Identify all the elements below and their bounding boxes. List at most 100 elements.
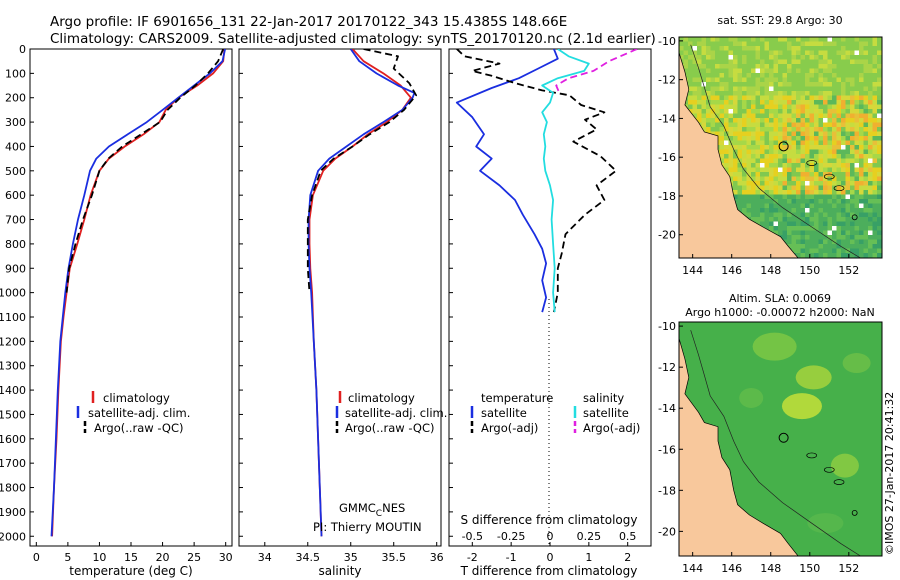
sst-cell	[845, 68, 851, 74]
sst-cell	[728, 64, 734, 69]
sst-cell	[868, 46, 873, 51]
sst-cell	[733, 163, 738, 168]
sst-cell	[791, 127, 797, 132]
sst-cell	[850, 154, 855, 159]
depth-tick-label: 1200	[0, 335, 26, 348]
temperature-panel	[29, 48, 233, 547]
sst-cell	[778, 136, 783, 141]
sst-cell	[796, 167, 801, 173]
sst-cell	[742, 194, 747, 200]
sst-cell	[872, 253, 878, 258]
sst-cell	[791, 208, 797, 213]
sst-cell	[877, 37, 882, 42]
sst-cell	[764, 113, 770, 119]
sst-cell	[836, 176, 842, 182]
legend-label-t-satellite: satellite	[481, 406, 527, 420]
sst-cell	[742, 100, 747, 105]
sst-cell	[823, 212, 828, 218]
sst-cell	[850, 230, 855, 236]
sst-cell	[751, 190, 756, 195]
sst-cell	[719, 127, 725, 132]
sst-cell	[814, 235, 819, 240]
sst-cell	[787, 113, 792, 119]
sst-cell	[751, 41, 756, 47]
sst-cell	[841, 86, 846, 92]
sst-cell	[877, 208, 882, 213]
sst-cell	[697, 95, 702, 101]
sst-cell	[760, 194, 765, 200]
sst-cell	[868, 163, 873, 168]
sst-cell	[751, 145, 756, 150]
sst-cell	[823, 217, 828, 222]
sst-cell	[809, 77, 815, 83]
sst-cell	[845, 127, 851, 132]
sst-cell	[832, 172, 837, 177]
sst-cell	[733, 158, 738, 164]
sst-cell	[863, 64, 869, 69]
sst-cell	[742, 158, 747, 164]
sst-cell	[782, 86, 788, 92]
sst-cell	[863, 199, 869, 204]
sst-cell	[755, 77, 761, 83]
sst-cell	[692, 77, 698, 83]
sst-cell	[737, 50, 743, 56]
sst-cell	[859, 73, 864, 78]
sst-cell	[823, 244, 828, 249]
sst-cell	[760, 127, 765, 132]
sst-cell	[827, 140, 833, 146]
sst-cell	[742, 163, 747, 168]
sst-cell	[791, 122, 797, 128]
sst-cell	[742, 199, 747, 204]
sst-cell	[764, 176, 770, 182]
sst-cell	[814, 226, 819, 231]
sst-cell	[836, 244, 842, 249]
sst-cell	[854, 64, 860, 69]
sst-cell	[791, 68, 797, 74]
sst-cell	[773, 59, 779, 65]
sst-cell	[764, 118, 770, 123]
sst-cell	[688, 104, 693, 110]
depth-tick-label: 500	[5, 165, 26, 178]
sst-cell	[715, 68, 720, 74]
map-y-tick-label: -14	[658, 112, 676, 125]
sst-cell	[688, 86, 693, 92]
sst-cell	[877, 86, 882, 92]
sst-cell	[751, 37, 756, 42]
sst-cell	[724, 37, 729, 42]
sst-cell	[823, 55, 828, 60]
sst-cell	[827, 113, 833, 119]
sst-cell	[823, 68, 828, 74]
sst-cell	[877, 176, 882, 182]
sst-cell	[827, 37, 833, 42]
sst-cell	[791, 154, 797, 159]
sst-cell	[746, 140, 752, 146]
sst-cell	[809, 91, 815, 96]
sst-cell	[872, 68, 878, 74]
sst-cell	[769, 91, 774, 96]
sst-cell	[814, 86, 819, 92]
sst-cell	[859, 221, 864, 227]
sst-cell	[809, 203, 815, 209]
sst-cell	[782, 77, 788, 83]
sst-cell	[724, 149, 729, 155]
sst-cell	[755, 86, 761, 92]
sst-cell	[733, 140, 738, 146]
sst-cell	[859, 68, 864, 74]
sst-cell	[796, 145, 801, 150]
sst-cell	[773, 140, 779, 146]
x-tick-label: 34.5	[296, 551, 321, 564]
sst-cell	[746, 113, 752, 119]
sst-cell	[773, 167, 779, 173]
sst-cell	[863, 68, 869, 74]
sst-cell	[814, 176, 819, 182]
sst-cell	[737, 154, 743, 159]
legend-label-t-argo: Argo(-adj)	[481, 421, 538, 435]
sst-cell	[814, 50, 819, 56]
sst-cell	[868, 149, 873, 155]
sst-cell	[854, 113, 860, 119]
sst-cell	[868, 118, 873, 123]
sst-cell	[746, 176, 752, 182]
sst-cell	[697, 77, 702, 83]
sst-cell	[737, 199, 743, 204]
sst-cell	[764, 167, 770, 173]
